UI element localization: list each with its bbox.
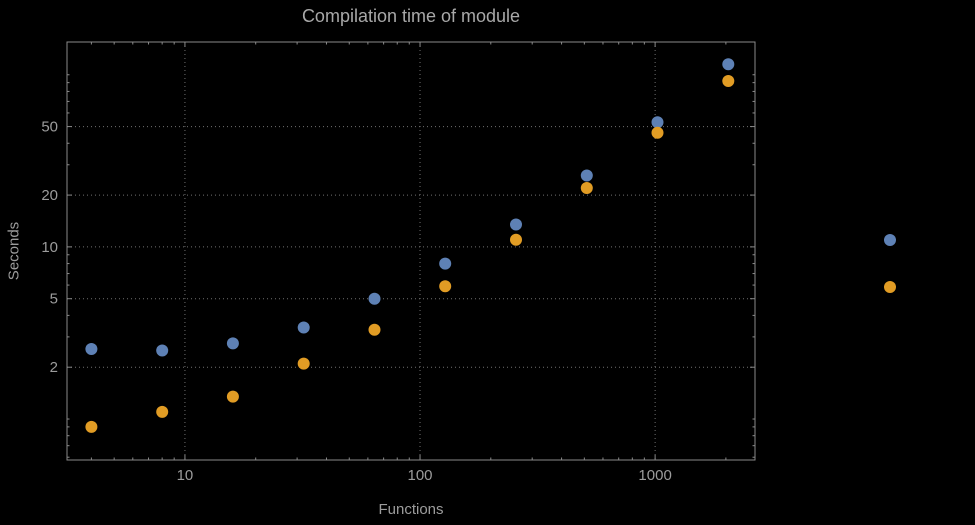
data-point-series-2: [368, 323, 381, 336]
data-point-series-2: [156, 405, 169, 418]
plot-frame: [66, 41, 756, 461]
x-tick-label: 100: [408, 467, 433, 484]
data-point-series-2: [439, 280, 452, 293]
data-point-series-2: [651, 126, 664, 139]
data-point-series-1: [85, 343, 98, 355]
data-point-series-1: [722, 58, 735, 71]
y-tick-label: 20: [41, 187, 58, 204]
data-point-series-2: [85, 420, 98, 433]
chart-title: Compilation time of module: [301, 6, 521, 26]
data-point-series-1: [439, 257, 452, 270]
data-point-series-2: [297, 357, 310, 370]
data-point-series-1: [297, 321, 310, 334]
data-point-series-1: [368, 292, 381, 305]
data-point-series-1: [226, 337, 239, 350]
x-axis-label: Functions: [378, 501, 444, 518]
x-tick-label: 1000: [638, 467, 671, 484]
data-point-series-2: [510, 233, 522, 246]
legend-marker-2: [884, 281, 896, 293]
data-point-series-2: [226, 390, 239, 403]
legend-marker-1: [884, 234, 896, 246]
data-point-series-1: [580, 169, 593, 182]
y-axis-label: Seconds: [5, 221, 23, 281]
y-tick-label: 5: [50, 291, 58, 308]
y-tick-label: 50: [41, 119, 58, 136]
data-point-series-1: [510, 218, 522, 231]
y-tick-label: 10: [41, 239, 58, 256]
data-point-series-2: [722, 75, 735, 87]
y-tick-label: 2: [50, 359, 58, 376]
data-point-series-2: [580, 182, 593, 194]
x-tick-label: 10: [177, 467, 194, 484]
data-point-series-1: [156, 344, 169, 357]
data-point-series-1: [651, 116, 664, 129]
